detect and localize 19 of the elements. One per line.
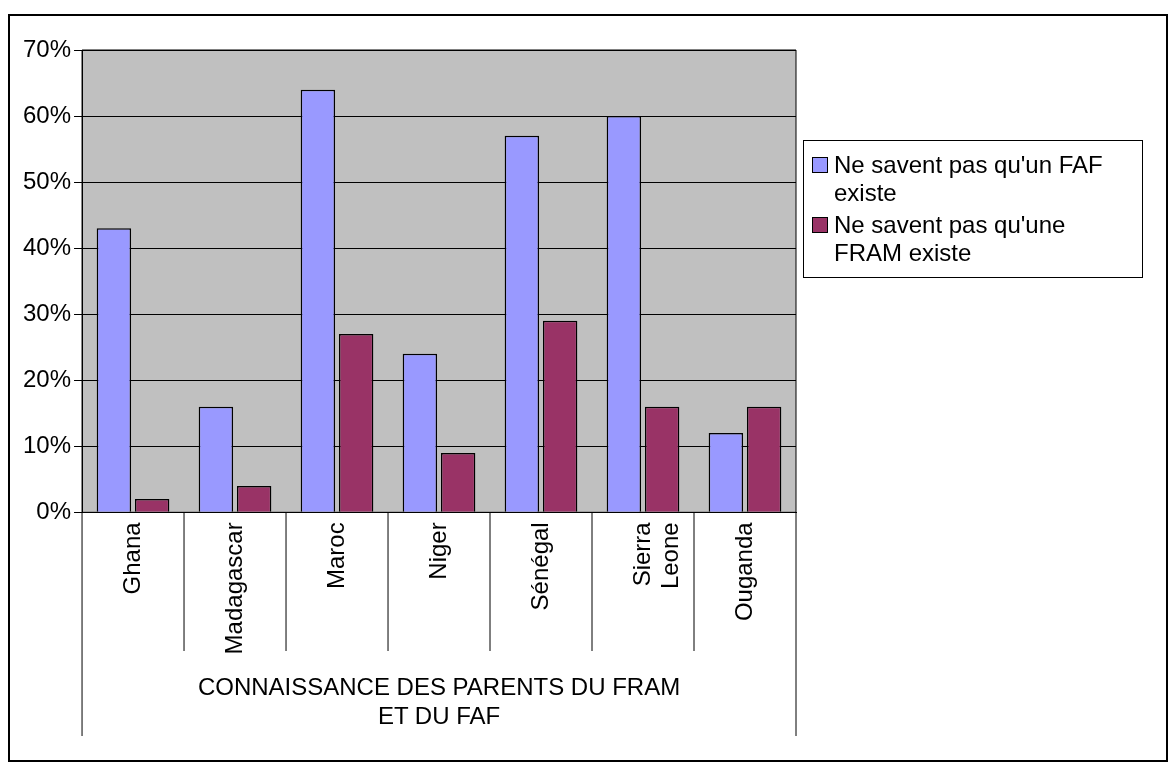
y-tick-label: 40% [22,232,72,260]
y-tick-label: 20% [22,364,72,392]
y-tick-label: 70% [22,34,72,62]
x-tick-label: Sénégal [525,522,553,611]
text: CONNAISSANCE DES PARENTS DU FRAM [197,673,681,701]
x-tick-label: Sierra Leone [627,521,684,590]
legend-label: Ne savent pas qu'un FAF existe [834,151,1104,207]
text: ET DU FAF [377,702,501,730]
x-tick-label: Ghana [117,521,145,595]
x-tick-label: Madagascar [219,522,247,655]
y-tick-label: 50% [22,166,72,194]
y-tick-label: 0% [36,496,72,524]
y-tick-label: 10% [22,430,72,458]
y-tick-label: 30% [22,298,72,326]
y-tick-label: 60% [22,100,72,128]
legend-label: Ne savent pas qu'une FRAM existe [834,211,1067,267]
x-tick-label: Ouganda [729,521,757,622]
x-tick-label: Maroc [321,522,349,590]
x-tick-label: Niger [423,522,451,580]
